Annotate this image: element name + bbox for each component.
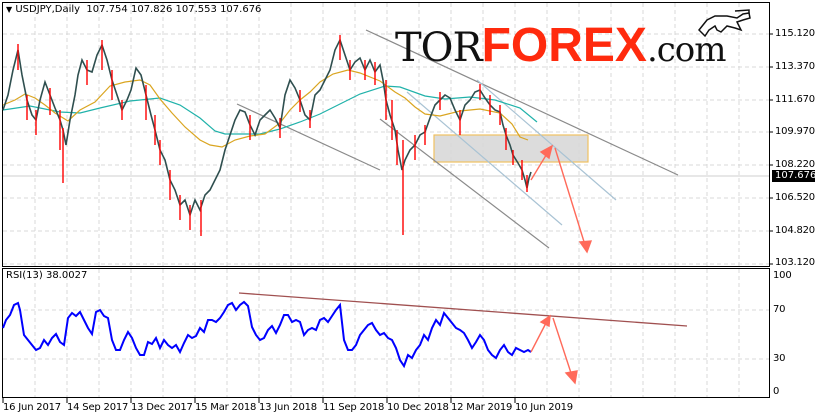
logo-com: .com (646, 30, 727, 70)
rsi-tick: 70 (773, 304, 786, 315)
rsi-tick: 0 (773, 386, 780, 397)
rsi-label: RSI(13) 38.0027 (6, 270, 88, 281)
time-tick: 16 Jun 2017 (3, 402, 61, 413)
time-tick: 10 Dec 2018 (387, 402, 449, 413)
symbol-label: USDJPY,Daily (15, 4, 81, 15)
logo-forex: FOREX (481, 19, 647, 72)
price-tick: 106.520 (775, 192, 815, 203)
price-axis-ticks (769, 33, 773, 265)
price-tick: 108.220 (775, 159, 815, 170)
time-tick: 14 Sep 2017 (67, 402, 129, 413)
main-grid (3, 3, 769, 266)
rsi-panel-frame (2, 268, 770, 398)
torforex-logo: TORFOREX.com (395, 18, 727, 72)
rsi-line (2, 300, 532, 369)
price-tick: 113.370 (775, 61, 815, 72)
triangle-down-icon[interactable]: ▼ (6, 5, 13, 14)
rsi-grid (3, 269, 769, 397)
chart-header: ▼ USDJPY,Daily 107.754 107.826 107.553 1… (6, 4, 261, 15)
candles (2, 35, 532, 236)
current-price-badge: 107.676 (772, 170, 815, 182)
rsi-trendline (238, 292, 688, 327)
forecast-arrows-main (530, 144, 593, 254)
price-tick: 104.820 (775, 225, 815, 236)
close-value: 107.676 (220, 4, 262, 15)
time-axis-ticks (2, 398, 516, 403)
time-tick: 13 Dec 2017 (131, 402, 193, 413)
price-tick: 115.120 (775, 28, 815, 39)
price-tick: 103.120 (775, 257, 815, 268)
forecast-arrows-rsi (530, 314, 578, 385)
time-tick: 13 Jun 2018 (259, 402, 317, 413)
open-value: 107.754 (86, 4, 128, 15)
time-tick: 11 Sep 2018 (323, 402, 385, 413)
high-value: 107.826 (130, 4, 173, 15)
rsi-tick: 30 (773, 353, 786, 364)
main-chart-frame (2, 2, 770, 267)
time-tick: 12 Mar 2019 (451, 402, 513, 413)
price-tick: 109.970 (775, 126, 815, 137)
bull-icon (697, 9, 751, 38)
time-tick: 10 Jun 2019 (515, 402, 573, 413)
bear-candles (17, 35, 528, 236)
price-channels (236, 29, 679, 249)
price-tick: 111.670 (775, 94, 815, 105)
ma-fast-line (2, 69, 529, 148)
logo-tor: TOR (395, 25, 483, 71)
low-value: 107.553 (175, 4, 217, 15)
time-tick: 15 Mar 2018 (195, 402, 257, 413)
rsi-tick: 100 (773, 270, 792, 281)
